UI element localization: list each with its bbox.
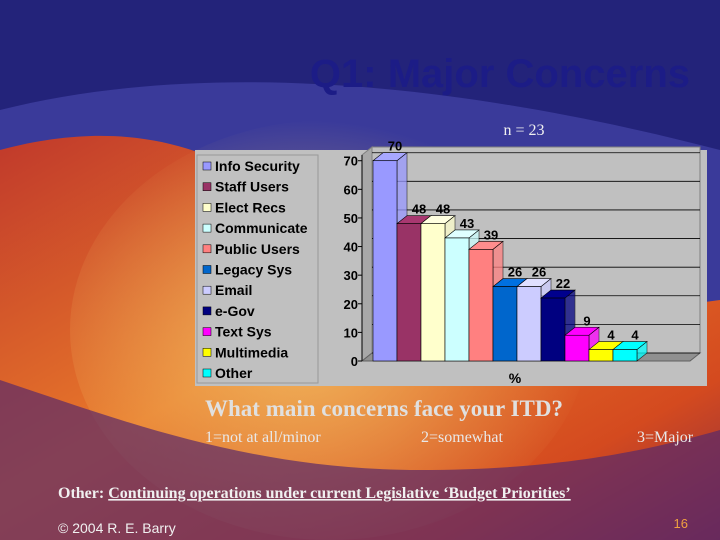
- legend-swatch: [202, 285, 212, 295]
- data-label: 4: [607, 328, 615, 343]
- subtitle: n = 23: [503, 122, 544, 139]
- bar-front: [420, 223, 446, 362]
- legend-swatch: [202, 244, 212, 254]
- bar-front: [588, 349, 614, 362]
- data-label: 48: [412, 202, 426, 217]
- y-tick-label: 10: [344, 325, 358, 340]
- legend-label: Text Sys: [215, 324, 272, 340]
- bar-front: [564, 334, 590, 362]
- legend-label: Email: [215, 282, 252, 298]
- data-label: 70: [388, 139, 402, 154]
- legend-label: Multimedia: [215, 344, 288, 360]
- y-tick-label: 50: [344, 211, 358, 226]
- legend-label: Elect Recs: [215, 199, 286, 215]
- legend-label: Legacy Sys: [215, 262, 292, 278]
- legend-label: Communicate: [215, 220, 308, 236]
- scale-label: 1=not at all/minor: [205, 429, 321, 446]
- y-tick-label: 0: [351, 354, 358, 369]
- bar-front: [516, 286, 542, 362]
- legend-swatch: [202, 223, 212, 233]
- data-label: 4: [631, 328, 639, 343]
- other-text: Continuing operations under current Legi…: [108, 485, 571, 502]
- legend-swatch: [202, 161, 212, 171]
- legend-box: [196, 154, 319, 384]
- legend-label: e-Gov: [215, 303, 255, 319]
- legend-swatch: [202, 368, 212, 378]
- y-tick-label: 30: [344, 268, 358, 283]
- y-tick-label: 20: [344, 297, 358, 312]
- legend-swatch: [202, 265, 212, 274]
- y-tick-label: 70: [344, 154, 358, 169]
- legend-label: Staff Users: [215, 179, 289, 195]
- bar-front: [492, 286, 518, 362]
- data-label: 9: [583, 313, 590, 328]
- legend-swatch: [202, 327, 212, 336]
- bar-front: [372, 160, 398, 362]
- y-tick-label: 40: [344, 240, 358, 255]
- data-label: 48: [436, 202, 450, 217]
- data-label: 26: [508, 265, 522, 280]
- legend-label: Info Security: [215, 158, 300, 174]
- legend-swatch: [202, 306, 212, 316]
- legend-swatch: [202, 203, 212, 212]
- data-label: 26: [532, 265, 546, 280]
- legend-swatch: [202, 348, 212, 357]
- background-lower: [0, 380, 720, 540]
- bar-front: [444, 237, 470, 362]
- other-prefix: Other:: [58, 485, 104, 502]
- legend-swatch: [202, 182, 212, 191]
- bar-front: [540, 297, 566, 362]
- x-axis-label: %: [509, 370, 522, 386]
- bar-front: [612, 349, 638, 362]
- scale-label: 2=somewhat: [421, 429, 503, 446]
- other-note: Other: Continuing operations under curre…: [58, 485, 571, 502]
- side-wall: [361, 145, 373, 363]
- title: Q1: Major Concerns: [310, 52, 690, 96]
- page-number: 16: [674, 516, 688, 531]
- y-tick-label: 60: [344, 182, 358, 197]
- chart: 0 10 20 30 40 50 60 70% 70 Info Security 48 Staff U…: [202, 139, 702, 386]
- data-label: 22: [556, 276, 570, 291]
- bar: [612, 340, 648, 362]
- legend-label: Public Users: [215, 241, 300, 257]
- data-label: 43: [460, 216, 474, 231]
- bar-front: [468, 249, 494, 362]
- legend-label: Other: [215, 365, 253, 381]
- scale-label: 3=Major: [637, 429, 694, 446]
- bar-front: [396, 223, 422, 362]
- footer: © 2004 R. E. Barry: [58, 520, 176, 536]
- data-label: 39: [484, 227, 498, 242]
- question: What main concerns face your ITD?: [205, 396, 563, 421]
